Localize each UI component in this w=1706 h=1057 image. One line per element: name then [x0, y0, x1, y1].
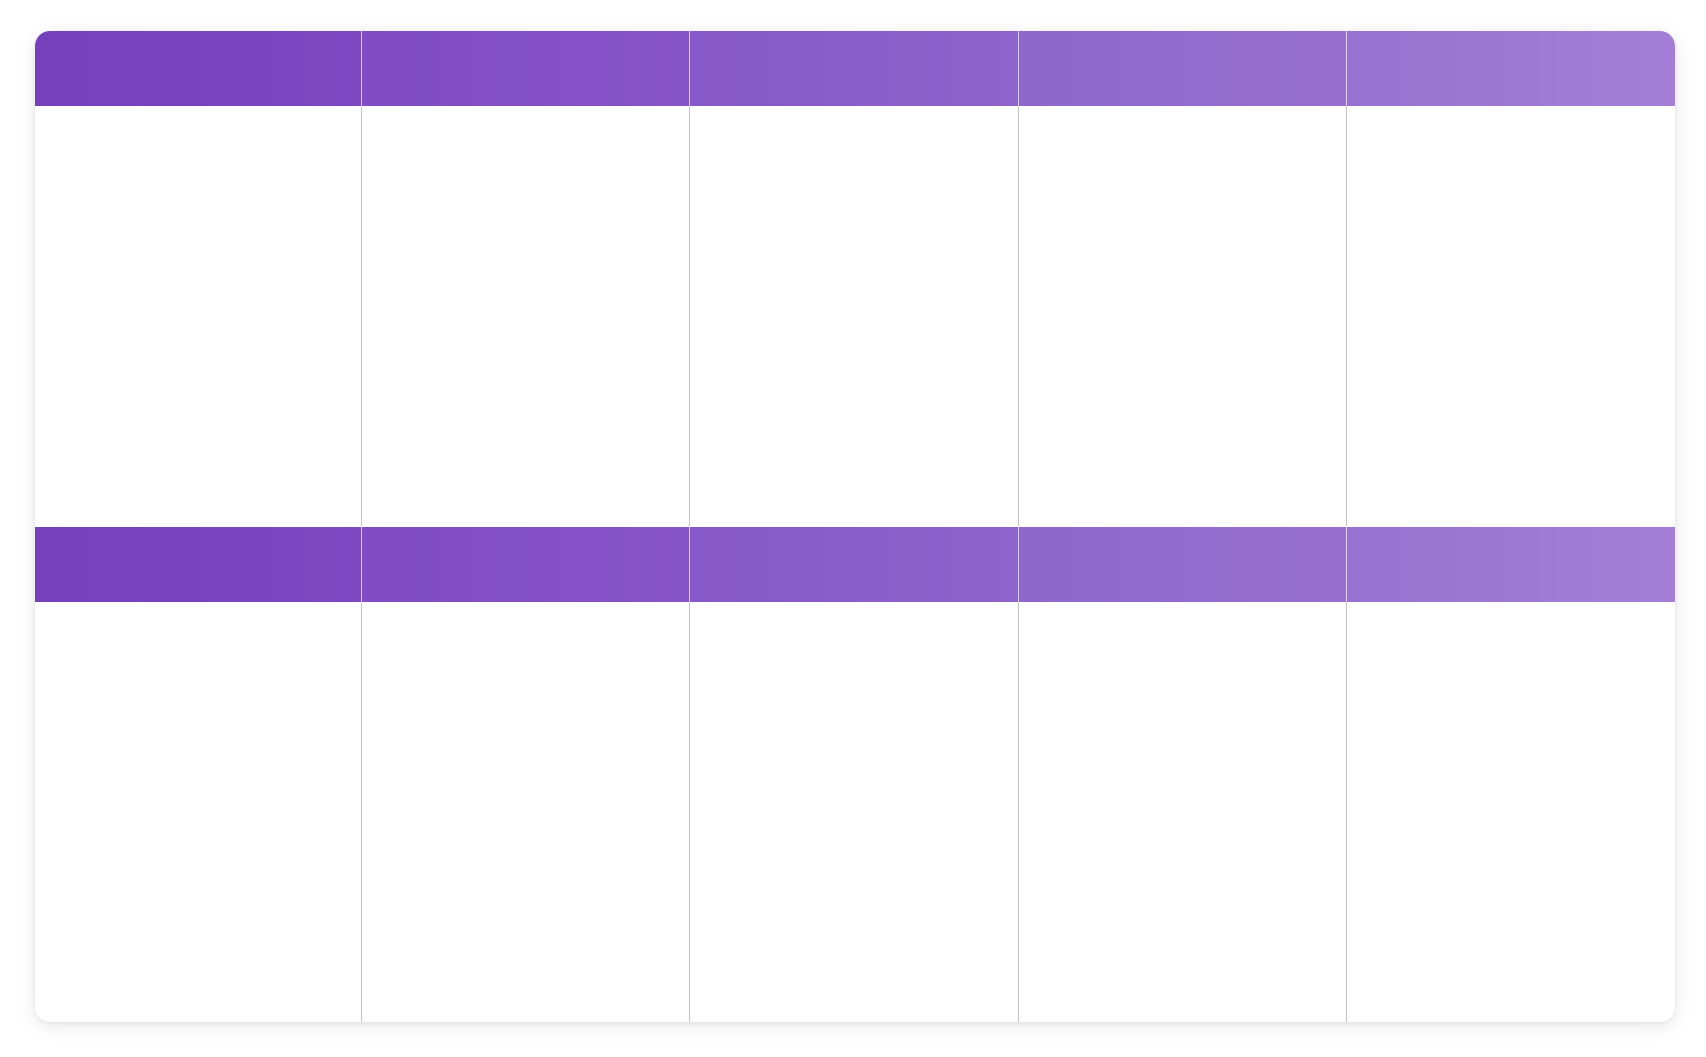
header-row-bottom	[35, 527, 1675, 602]
grid-cell[interactable]	[1346, 602, 1675, 1022]
header-divider	[1345, 527, 1347, 602]
column-header-3[interactable]	[690, 527, 1018, 602]
grid-cell[interactable]	[1018, 602, 1346, 1022]
grid-cell[interactable]	[362, 602, 690, 1022]
column-header-4[interactable]	[1018, 527, 1346, 602]
column-header-5[interactable]	[1346, 527, 1675, 602]
grid-board	[35, 31, 1675, 1022]
grid-cell[interactable]	[1346, 106, 1675, 526]
column-divider	[361, 106, 363, 526]
body-row-top	[35, 106, 1675, 526]
header-divider	[1017, 527, 1019, 602]
header-divider	[1345, 31, 1347, 106]
grid-cell[interactable]	[35, 602, 362, 1022]
header-divider	[361, 527, 363, 602]
grid-cell[interactable]	[690, 106, 1018, 526]
column-header-2[interactable]	[362, 31, 690, 106]
column-divider	[689, 106, 691, 526]
grid-band-bottom	[35, 527, 1675, 1022]
column-divider	[1345, 602, 1347, 1022]
header-divider	[689, 527, 691, 602]
grid-band-top	[35, 31, 1675, 526]
column-divider	[1017, 106, 1019, 526]
grid-cell[interactable]	[362, 106, 690, 526]
grid-cell[interactable]	[35, 106, 362, 526]
column-header-1[interactable]	[35, 527, 362, 602]
column-header-2[interactable]	[362, 527, 690, 602]
column-header-1[interactable]	[35, 31, 362, 106]
header-divider	[689, 31, 691, 106]
column-header-3[interactable]	[690, 31, 1018, 106]
column-divider	[1345, 106, 1347, 526]
grid-cell[interactable]	[690, 602, 1018, 1022]
column-header-5[interactable]	[1346, 31, 1675, 106]
column-divider	[1017, 602, 1019, 1022]
header-divider	[361, 31, 363, 106]
column-header-4[interactable]	[1018, 31, 1346, 106]
grid-cell[interactable]	[1018, 106, 1346, 526]
body-row-bottom	[35, 602, 1675, 1022]
header-row-top	[35, 31, 1675, 106]
column-divider	[361, 602, 363, 1022]
header-divider	[1017, 31, 1019, 106]
column-divider	[689, 602, 691, 1022]
